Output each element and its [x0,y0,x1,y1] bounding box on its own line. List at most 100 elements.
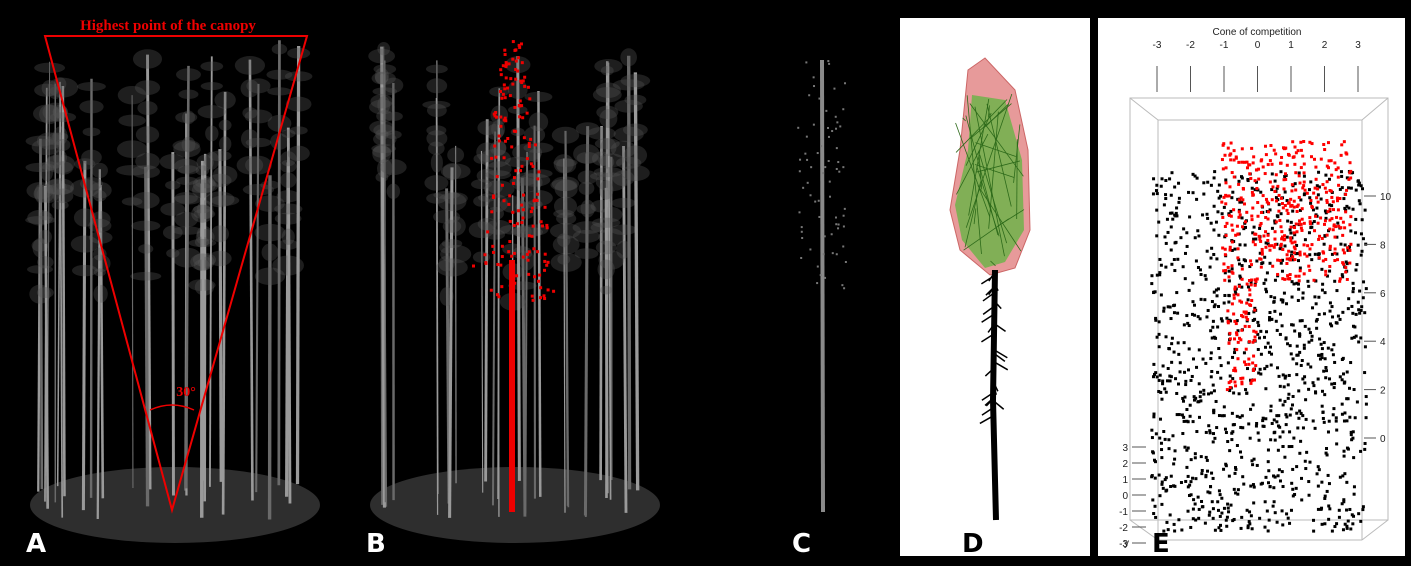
cloud-point [1281,509,1284,512]
red-crown-point [499,90,502,93]
cloud-point [1291,403,1294,406]
cloud-point [1300,364,1303,367]
cloud-point [1276,366,1279,369]
cloud-point [1154,477,1157,480]
cloud-point [1179,361,1182,364]
cloud-point [1170,263,1173,266]
red-crown-point [506,137,509,140]
cloud-point-red [1308,141,1311,144]
cloud-point [1195,259,1198,262]
cloud-point [1304,460,1307,463]
crown [211,225,229,242]
cloud-point [1155,234,1158,237]
cloud-point-red [1248,340,1251,343]
cloud-point-red [1306,255,1309,258]
red-crown-point [500,73,503,76]
cloud-point [1234,468,1237,471]
red-crown-point [528,142,531,145]
cloud-point [1258,439,1261,442]
cloud-point-red [1248,172,1251,175]
cloud-point [1292,357,1295,360]
cloud-point [1364,345,1367,348]
cloud-point [1274,439,1277,442]
cloud-point-red [1260,266,1263,269]
cloud-point [1279,435,1282,438]
cloud-point [1216,210,1219,213]
cloud-point [1279,333,1282,336]
cloud-point [1186,322,1189,325]
red-crown-point [498,135,501,138]
cloud-point [1252,238,1255,241]
cloud-point [1231,267,1234,270]
cloud-point [1303,344,1306,347]
cloud-point-red [1245,316,1248,319]
cloud-point-red [1301,207,1304,210]
cloud-point [1163,387,1166,390]
cloud-point [1268,519,1271,522]
red-crown-point [543,269,546,272]
cloud-point-red [1290,226,1293,229]
cloud-point-red [1271,163,1274,166]
crown [201,82,223,90]
cloud-point-red [1294,275,1297,278]
cloud-point [1225,431,1228,434]
cloud-point [1206,459,1209,462]
cloud-point-red [1334,247,1337,250]
cloud-point [1225,525,1228,528]
cloud-point-red [1258,235,1261,238]
cloud-point-red [1287,250,1290,253]
crown-point [835,223,837,225]
cloud-point-red [1315,178,1318,181]
cloud-point [1296,426,1299,429]
cloud-point-red [1301,218,1304,221]
cloud-point [1303,175,1306,178]
cloud-point-red [1340,143,1343,146]
cloud-point [1156,192,1159,195]
cloud-point-red [1224,154,1227,157]
cloud-point-red [1250,278,1253,281]
cloud-point [1290,509,1293,512]
crown [596,83,621,98]
cloud-point [1296,345,1299,348]
cloud-point [1241,475,1244,478]
cloud-point [1151,498,1154,501]
red-crown-point [531,165,534,168]
red-crown-point [522,256,525,259]
cloud-point [1166,379,1169,382]
red-crown-point [536,177,539,180]
red-crown-point [501,245,504,248]
cloud-point [1190,458,1193,461]
cloud-point-red [1341,234,1344,237]
crown [524,190,553,206]
cloud-point [1167,438,1170,441]
panel-label: D [962,529,984,559]
cloud-point [1192,498,1195,501]
cloud-point [1315,327,1318,330]
crown-point [799,159,801,161]
cloud-point [1253,226,1256,229]
red-crown-point [501,184,504,187]
crown-point [799,211,801,213]
crown-point [835,217,837,219]
cloud-point [1218,414,1221,417]
cloud-point [1362,296,1365,299]
cloud-point-red [1248,325,1251,328]
red-crown-point [514,169,517,172]
cloud-point [1234,472,1237,475]
cloud-point [1329,310,1332,313]
cloud-point [1198,416,1201,419]
cloud-point-red [1280,156,1283,159]
cloud-point-red [1314,215,1317,218]
cloud-point [1192,357,1195,360]
z-tick-label: 6 [1380,289,1386,300]
cloud-point [1223,294,1226,297]
red-crown-point [508,240,511,243]
crown-point [813,76,815,78]
cloud-point [1215,257,1218,260]
cloud-point [1273,300,1276,303]
red-crown-point [552,290,555,293]
crown [427,78,448,93]
cloud-point [1352,208,1355,211]
cloud-point [1272,486,1275,489]
red-crown-point [512,182,515,185]
